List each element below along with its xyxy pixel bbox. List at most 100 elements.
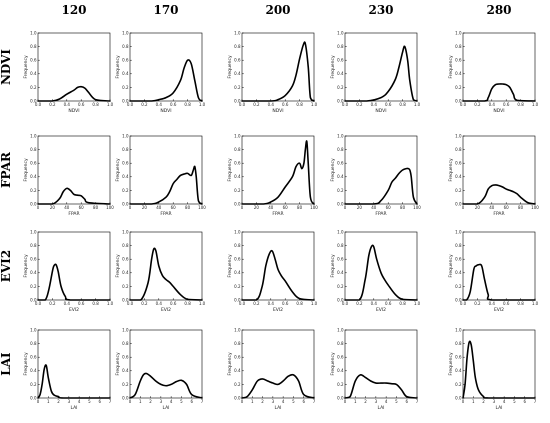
y-tick-label: 0.2	[30, 85, 37, 90]
y-tick-label: 0.4	[455, 270, 462, 275]
y-tick-label: 1.0	[455, 327, 462, 332]
x-tick-label: 1.0	[311, 102, 318, 107]
y-tick-label: 0.6	[122, 58, 129, 63]
x-tick-label: 6	[302, 399, 305, 404]
x-axis-label: FPAR	[375, 211, 386, 217]
y-tick-label: 0.4	[122, 368, 129, 373]
x-axis-label: FPAR	[493, 211, 504, 217]
density-curve	[462, 83, 536, 102]
x-axis-label: EVI2	[494, 307, 504, 313]
x-axis-label: EVI2	[273, 307, 283, 313]
y-tick-label: 0.8	[337, 243, 344, 248]
y-axis-label: Frequency	[448, 254, 454, 278]
density-curve	[129, 247, 203, 301]
x-tick-label: 80	[185, 205, 191, 210]
density-curve	[37, 364, 111, 399]
y-tick-label: 0.0	[122, 98, 129, 103]
x-tick-label: 0.8	[399, 102, 406, 107]
column-header-200: 200	[265, 3, 290, 17]
panel-ndvi-200: 0.0 0.2 0.4 0.6 0.8 1.0 0.0 0.2 0.4 0.6 0.8 1.0 NDVI…	[227, 30, 318, 114]
x-tick-label: 1.0	[532, 102, 539, 107]
y-tick-label: 0.6	[455, 355, 462, 360]
y-tick-label: 0.6	[455, 161, 462, 166]
y-tick-label: 0.0	[234, 201, 241, 206]
x-tick-label: 7	[416, 399, 419, 404]
y-tick-label: 0.0	[337, 297, 344, 302]
x-tick-label: 0.0	[127, 102, 134, 107]
panel-lai-200: 0 1 2 3 4 5 6 7 0.0 0.2 0.4 0.6 0.8 1.0 LAI Frequency	[227, 327, 316, 411]
x-tick-label: 7	[109, 399, 112, 404]
x-axis-label: NDVI	[375, 108, 386, 114]
x-tick-label: 60	[283, 205, 289, 210]
y-tick-label: 1.0	[30, 229, 37, 234]
x-tick-label: 80	[400, 205, 406, 210]
panel-fpar-170: 0 20 40 60 80 100 0.0 0.2 0.4 0.6 0.8 1.0 FPAR Freque…	[115, 133, 206, 217]
y-axis-label: Frequency	[227, 352, 233, 376]
x-tick-label: 3	[272, 399, 275, 404]
panel-evi2-230: 0.0 0.2 0.4 0.6 0.8 1.0 0.0 0.2 0.4 0.6 0.8 1.0 EVI2…	[330, 229, 421, 313]
y-tick-label: 0.2	[455, 188, 462, 193]
x-tick-label: 0.0	[35, 301, 42, 306]
x-tick-label: 6	[98, 399, 101, 404]
x-tick-label: 1.0	[107, 102, 114, 107]
y-axis-label: Frequency	[448, 55, 454, 79]
x-tick-label: 20	[475, 205, 481, 210]
x-tick-label: 1	[354, 399, 357, 404]
plot-frame	[129, 135, 203, 205]
y-axis-label: Frequency	[227, 55, 233, 79]
x-tick-label: 100	[198, 205, 206, 210]
y-axis-label: Frequency	[23, 158, 29, 182]
y-tick-label: 0.6	[122, 355, 129, 360]
x-tick-label: 0.8	[296, 301, 303, 306]
x-tick-label: 0.0	[460, 301, 467, 306]
x-tick-label: 100	[413, 205, 421, 210]
x-tick-label: 0.8	[92, 102, 99, 107]
y-tick-label: 0.0	[337, 395, 344, 400]
x-tick-label: 1.0	[414, 102, 421, 107]
plot-frame	[462, 135, 536, 205]
y-axis-label: Frequency	[330, 55, 336, 79]
x-tick-label: 3	[160, 399, 163, 404]
y-tick-label: 1.0	[455, 30, 462, 35]
y-tick-label: 0.2	[234, 284, 241, 289]
y-tick-label: 0.0	[455, 98, 462, 103]
y-tick-label: 0.8	[337, 341, 344, 346]
y-tick-label: 0.6	[455, 257, 462, 262]
y-tick-label: 0.2	[234, 382, 241, 387]
x-tick-label: 100	[310, 205, 318, 210]
x-tick-label: 2	[482, 399, 485, 404]
y-axis-label: Frequency	[115, 352, 121, 376]
y-tick-label: 0.4	[234, 270, 241, 275]
y-tick-label: 0.6	[122, 257, 129, 262]
x-tick-label: 6	[405, 399, 408, 404]
x-tick-label: 4	[170, 399, 173, 404]
panel-ndvi-230: 0.0 0.2 0.4 0.6 0.8 1.0 0.0 0.2 0.4 0.6 0.8 1.0 NDVI…	[330, 30, 421, 114]
x-tick-label: 0.4	[64, 301, 71, 306]
x-tick-label: 3	[493, 399, 496, 404]
y-axis-label: Frequency	[448, 158, 454, 182]
row-header-fpar: FPAR	[0, 151, 13, 188]
plot-frame	[241, 135, 315, 205]
y-tick-label: 0.2	[234, 188, 241, 193]
y-tick-label: 0.4	[455, 71, 462, 76]
y-tick-label: 0.4	[30, 368, 37, 373]
y-tick-label: 0.8	[122, 341, 129, 346]
x-axis-label: NDVI	[160, 108, 171, 114]
y-axis-label: Frequency	[115, 158, 121, 182]
y-tick-label: 0.2	[122, 382, 129, 387]
panel-ndvi-170: 0.0 0.2 0.4 0.6 0.8 1.0 0.0 0.2 0.4 0.6 0.8 1.0 NDVI…	[115, 30, 206, 114]
x-tick-label: 0.0	[342, 301, 349, 306]
x-tick-label: 0	[241, 399, 244, 404]
plot-frame	[462, 329, 536, 399]
y-tick-label: 0.2	[337, 382, 344, 387]
y-tick-label: 0.8	[234, 44, 241, 49]
y-tick-label: 0.2	[337, 85, 344, 90]
y-tick-label: 0.6	[122, 161, 129, 166]
plot-frame	[129, 329, 203, 399]
y-axis-label: Frequency	[115, 55, 121, 79]
y-tick-label: 0.0	[234, 297, 241, 302]
plot-frame	[462, 32, 536, 102]
panel-fpar-280: 0 20 40 60 80 100 0.0 0.2 0.4 0.6 0.8 1.0 FPAR Freque…	[448, 133, 539, 217]
x-tick-label: 0.8	[296, 102, 303, 107]
